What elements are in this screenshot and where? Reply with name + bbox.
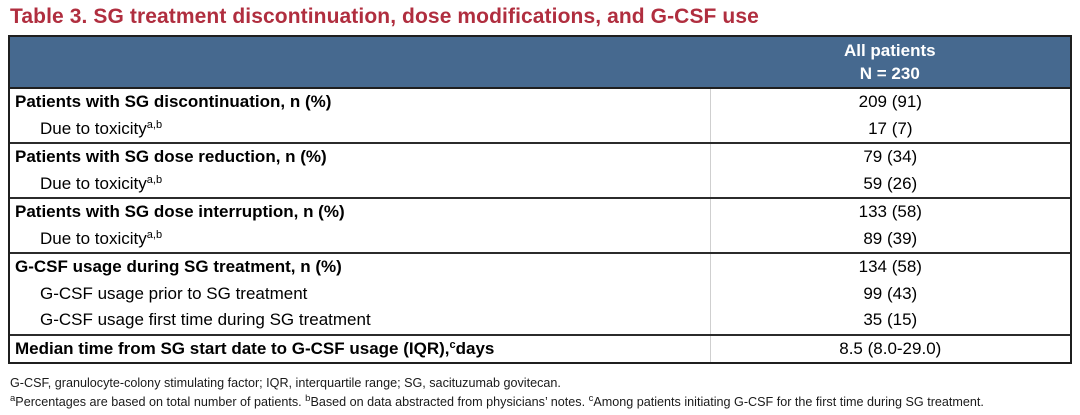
row-value: 99 (43)	[709, 280, 1070, 307]
table-row: G-CSF usage prior to SG treatment 99 (43)	[10, 280, 1070, 308]
table-group: Patients with SG dose reduction, n (%) 79…	[10, 142, 1070, 197]
text-fragment: Among patients initiating G-CSF for the …	[593, 395, 984, 409]
table-group: Patients with SG discontinuation, n (%) 2…	[10, 89, 1070, 142]
header-line-1: All patients	[843, 41, 936, 60]
text-fragment: Due to toxicity	[40, 118, 147, 138]
data-table: All patients N = 230 Patients with SG di…	[8, 35, 1072, 364]
superscript-marker: a	[10, 392, 16, 404]
text-fragment: G-CSF usage during SG treatment, n (%)	[15, 257, 342, 277]
text-fragment: Patients with SG discontinuation, n (%)	[15, 92, 332, 112]
row-label: Due to toxicity a,b	[40, 228, 163, 248]
header-all-patients-cell: All patients N = 230	[710, 39, 1070, 85]
text-fragment: G-CSF usage first time during SG treatme…	[40, 310, 371, 330]
row-value: 59 (26)	[709, 170, 1070, 197]
row-value: 209 (91)	[709, 89, 1070, 116]
table-body: Patients with SG discontinuation, n (%) 2…	[10, 89, 1070, 362]
text-fragment: Due to toxicity	[40, 228, 147, 248]
row-label: Patients with SG dose reduction, n (%)	[10, 144, 710, 171]
text-fragment: G-CSF, granulocyte-colony stimulating fa…	[10, 376, 561, 390]
table-row: Due to toxicity a,b 17 (7)	[10, 115, 1070, 142]
row-label: Due to toxicity a,b	[40, 173, 163, 193]
text-fragment: days	[455, 338, 495, 358]
text-fragment: G-CSF usage prior to SG treatment	[40, 283, 308, 303]
row-label: Due to toxicity a,b	[40, 118, 163, 138]
footnote-line: G-CSF, granulocyte-colony stimulating fa…	[10, 374, 1080, 393]
page: Table 3. SG treatment discontinuation, d…	[0, 4, 1080, 415]
table-row: Due to toxicity a,b 89 (39)	[10, 225, 1070, 252]
row-value: 17 (7)	[709, 115, 1070, 142]
row-label: G-CSF usage prior to SG treatment	[10, 281, 710, 308]
text-fragment: Due to toxicity	[40, 173, 147, 193]
text-fragment: Median time from SG start date to G-CSF …	[15, 338, 450, 358]
row-value: 8.5 (8.0-29.0)	[709, 335, 1070, 362]
row-value: 79 (34)	[709, 144, 1070, 171]
header-line-2: N = 230	[859, 64, 920, 83]
table-group: Patients with SG dose interruption, n (%…	[10, 197, 1070, 252]
superscript-marker: c	[588, 392, 594, 404]
table-row: G-CSF usage first time during SG treatme…	[10, 307, 1070, 334]
table-row: Patients with SG discontinuation, n (%) 2…	[10, 89, 1070, 116]
table-group: G-CSF usage during SG treatment, n (%) 13…	[10, 252, 1070, 334]
row-value: 134 (58)	[709, 254, 1070, 281]
row-label: G-CSF usage during SG treatment, n (%)	[10, 254, 710, 281]
text-fragment: Patients with SG dose interruption, n (%…	[15, 202, 345, 222]
footnote-line: aPercentages are based on total number o…	[10, 393, 1080, 412]
row-value: 133 (58)	[709, 199, 1070, 226]
row-value: 35 (15)	[709, 307, 1070, 334]
table-row: Patients with SG dose interruption, n (%…	[10, 199, 1070, 226]
footnotes: G-CSF, granulocyte-colony stimulating fa…	[10, 374, 1080, 412]
table-row: Patients with SG dose reduction, n (%) 79…	[10, 144, 1070, 171]
table-row: G-CSF usage during SG treatment, n (%) 13…	[10, 254, 1070, 281]
row-label: G-CSF usage first time during SG treatme…	[10, 307, 710, 334]
row-label: Patients with SG dose interruption, n (%…	[10, 199, 710, 226]
table-title: Table 3. SG treatment discontinuation, d…	[10, 5, 759, 28]
table-row: Due to toxicity a,b 59 (26)	[10, 170, 1070, 197]
row-value: 89 (39)	[709, 225, 1070, 252]
table-header-row: All patients N = 230	[10, 37, 1070, 89]
row-label: Patients with SG discontinuation, n (%)	[10, 89, 710, 116]
text-fragment: Patients with SG dose reduction, n (%)	[15, 147, 327, 167]
superscript-marker: b	[305, 392, 311, 404]
table-row: Median time from SG start date to G-CSF …	[10, 335, 1070, 362]
text-fragment: Percentages are based on total number of…	[15, 395, 306, 409]
text-fragment: Based on data abstracted from physicians…	[310, 395, 589, 409]
table-group: Median time from SG start date to G-CSF …	[10, 333, 1070, 362]
row-label: Median time from SG start date to G-CSF …	[15, 338, 495, 358]
